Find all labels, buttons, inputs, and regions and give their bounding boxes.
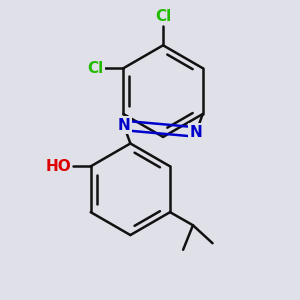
Text: Cl: Cl <box>155 9 171 24</box>
Text: Cl: Cl <box>88 61 104 76</box>
Text: N: N <box>118 118 130 133</box>
Text: HO: HO <box>45 159 71 174</box>
Text: N: N <box>190 124 203 140</box>
